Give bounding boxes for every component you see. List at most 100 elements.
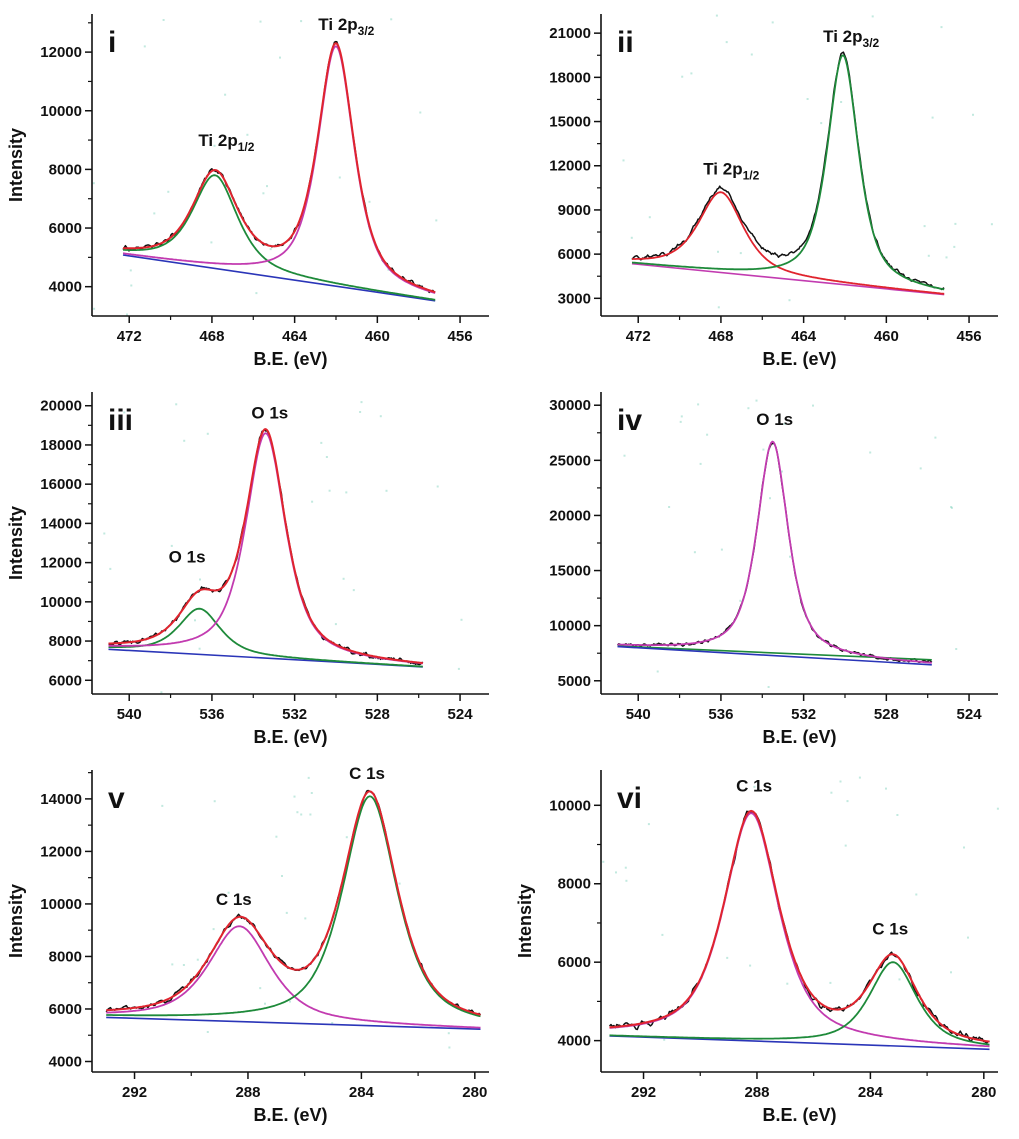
x-tick-label: 532 (282, 706, 307, 723)
x-tick-label: 288 (235, 1084, 260, 1101)
curve-component-0 (609, 812, 990, 1048)
speck (457, 667, 460, 670)
peak-annotation-subscript: 3/2 (863, 36, 880, 50)
x-tick-label: 532 (791, 706, 816, 723)
speck (789, 555, 791, 558)
curve-raw-data (608, 810, 990, 1044)
speck (227, 891, 230, 894)
y-tick-label: 15000 (549, 563, 591, 580)
scatter-specks (103, 401, 463, 694)
peak-annotation: C 1s (872, 920, 908, 939)
y-tick-label: 6000 (558, 246, 591, 263)
y-tick-label: 14000 (40, 515, 82, 532)
x-axis-label: B.E. (eV) (762, 727, 836, 747)
speck (359, 411, 362, 413)
speck (345, 836, 348, 839)
curve-component-0 (632, 191, 945, 295)
speck (953, 245, 956, 248)
x-tick-label: 524 (448, 706, 474, 723)
speck (338, 176, 341, 179)
speck (447, 1032, 450, 1035)
speck (460, 618, 463, 621)
curve-envelope (108, 428, 423, 664)
x-tick-label: 284 (858, 1084, 884, 1101)
speck (213, 144, 216, 147)
speck (436, 485, 439, 488)
xps-chart-iii: 540 536 532 528 524 6000 8000 10000 12000 14000 16… (6, 392, 489, 747)
speck (656, 670, 659, 673)
curve-baseline (617, 645, 932, 666)
x-tick-label: 536 (199, 706, 224, 723)
speck (806, 98, 809, 100)
x-tick-label: 528 (365, 706, 390, 723)
x-tick-label: 540 (117, 706, 142, 723)
xps-panel-i: 472 468 464 460 456 4000 6000 8000 10000 12000 B.E… (0, 0, 509, 378)
speck (762, 448, 765, 451)
speck (390, 18, 393, 21)
x-tick-label: 536 (708, 706, 733, 723)
speck (706, 433, 709, 436)
peak-annotation-subscript: 1/2 (743, 169, 760, 183)
speck (668, 506, 671, 508)
y-tick-label: 16000 (40, 476, 82, 493)
curve-envelope (106, 790, 481, 1016)
speck (328, 489, 331, 492)
speck (871, 15, 874, 18)
speck (296, 811, 299, 814)
speck (755, 399, 758, 402)
speck (786, 982, 789, 985)
x-tick-label: 472 (626, 328, 651, 345)
speck (771, 21, 774, 24)
speck (661, 933, 664, 936)
speck (266, 185, 268, 188)
curve-raw-data (616, 442, 933, 663)
y-axis-label: Intensity (6, 506, 26, 580)
y-axis-label: Intensity (6, 128, 26, 202)
speck (648, 216, 651, 219)
speck (285, 911, 288, 914)
speck (820, 122, 823, 125)
curve-baseline (122, 254, 436, 302)
speck (679, 420, 682, 423)
speck (194, 619, 196, 622)
y-tick-label: 8000 (49, 161, 82, 178)
speck (311, 500, 314, 503)
x-tick-label: 524 (957, 706, 983, 723)
speck (167, 190, 170, 193)
curve-component-0 (106, 925, 481, 1029)
speck (725, 41, 728, 44)
curve-baseline (609, 1035, 990, 1051)
speck (647, 823, 650, 826)
curve-raw-data (122, 40, 436, 294)
xps-panel-iv: 540 536 532 528 524 5000 10000 15000 20000 25000 3… (509, 378, 1018, 756)
curve-raw-data (105, 789, 482, 1016)
x-axis-label: B.E. (eV) (253, 1105, 327, 1125)
speck (996, 807, 999, 810)
curve-envelope (122, 42, 436, 294)
speck (182, 964, 185, 966)
speck (198, 647, 201, 650)
y-tick-label: 20000 (549, 507, 591, 524)
y-tick-label: 12000 (40, 843, 82, 860)
speck (387, 268, 390, 271)
peak-annotation: O 1s (756, 410, 793, 429)
speck (625, 879, 628, 882)
peak-annotation-subscript: 3/2 (358, 24, 375, 38)
curve-envelope (609, 809, 990, 1043)
speck (927, 254, 930, 257)
scatter-specks (623, 399, 958, 688)
x-tick-label: 456 (448, 328, 473, 345)
y-tick-label: 10000 (549, 797, 591, 814)
speck (963, 846, 965, 849)
y-tick-label: 12000 (40, 555, 82, 572)
y-axis-label: Intensity (515, 884, 535, 958)
y-tick-label: 6000 (49, 220, 82, 237)
speck (170, 544, 173, 547)
y-tick-label: 8000 (558, 876, 591, 893)
y-tick-label: 12000 (40, 44, 82, 61)
curve-component-1 (609, 961, 990, 1046)
peak-annotation: Ti 2p3/2 (318, 15, 374, 38)
speck (160, 691, 163, 694)
xps-chart-ii: 472 468 464 460 456 3000 6000 9000 12000 15000 180… (549, 14, 998, 369)
speck (309, 813, 312, 816)
